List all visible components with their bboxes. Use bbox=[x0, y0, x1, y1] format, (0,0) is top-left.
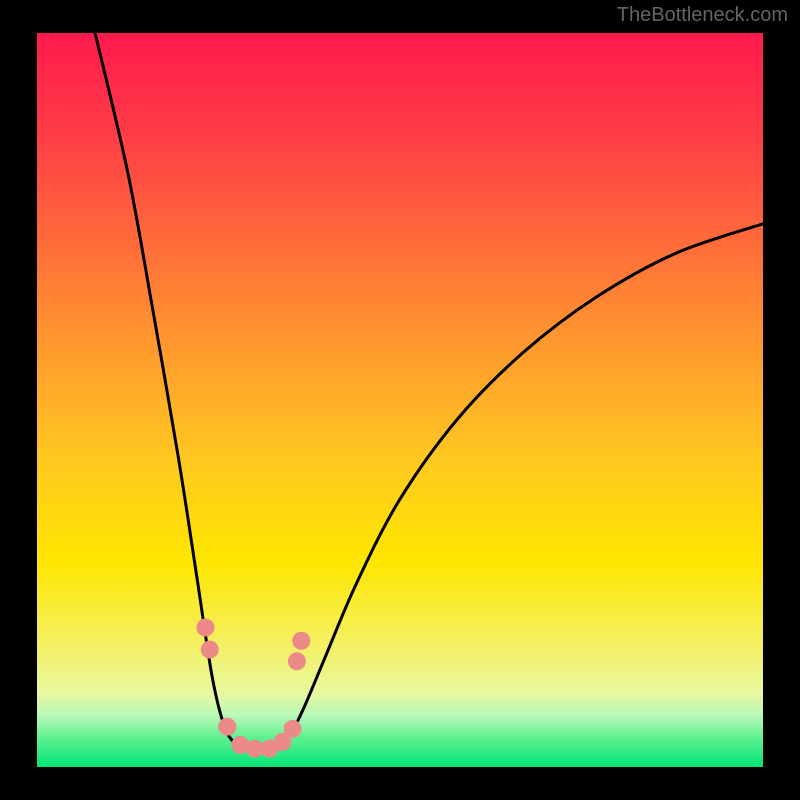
data-marker bbox=[292, 632, 310, 650]
data-marker bbox=[284, 720, 302, 738]
chart-frame bbox=[0, 767, 800, 800]
chart-frame bbox=[763, 0, 800, 800]
bottleneck-curve bbox=[95, 33, 763, 750]
data-marker bbox=[196, 619, 214, 637]
chart-frame bbox=[0, 0, 37, 800]
data-marker bbox=[288, 652, 306, 670]
watermark-text: TheBottleneck.com bbox=[617, 4, 788, 27]
data-marker bbox=[218, 718, 236, 736]
chart-svg bbox=[0, 0, 800, 800]
data-marker bbox=[201, 641, 219, 659]
